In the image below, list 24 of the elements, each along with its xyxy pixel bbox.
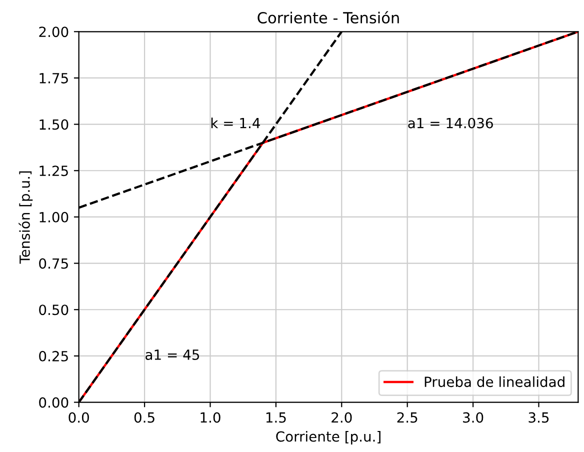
x-tick-label: 2.5 (397, 412, 418, 423)
x-tick-label: 0.5 (134, 412, 154, 423)
x-tick-label: 1.0 (200, 412, 220, 423)
y-tick-label: 1.00 (40, 212, 68, 222)
annotation: k = 1.4 (211, 118, 260, 128)
annotation: a1 = 45 (146, 350, 200, 360)
y-tick-label: 0.50 (39, 304, 68, 316)
x-axis-title: Corriente [p.u.] (276, 431, 380, 444)
x-tick-label: 1.5 (266, 412, 286, 423)
x-tick-label: 0.0 (68, 412, 89, 423)
chart-title: Corriente - Tensión (258, 11, 399, 24)
y-tick-label: 0.00 (39, 397, 68, 408)
y-tick-label: 0.25 (39, 350, 68, 362)
x-tick-label: 2.0 (332, 412, 352, 423)
y-tick-label: 1.50 (40, 119, 68, 130)
x-tick-label: 3.5 (528, 412, 549, 423)
y-tick-label: 2.00 (39, 26, 68, 38)
y-tick-label: 0.75 (39, 258, 68, 269)
y-axis-title: Tensión [p.u.] (18, 171, 33, 264)
y-tick-label: 1.25 (40, 166, 68, 176)
legend-label: Prueba de linealidad (424, 376, 564, 388)
x-tick-label: 3.0 (463, 412, 484, 423)
annotation: a1 = 14.036 (408, 118, 493, 128)
y-tick-label: 1.75 (40, 73, 68, 84)
